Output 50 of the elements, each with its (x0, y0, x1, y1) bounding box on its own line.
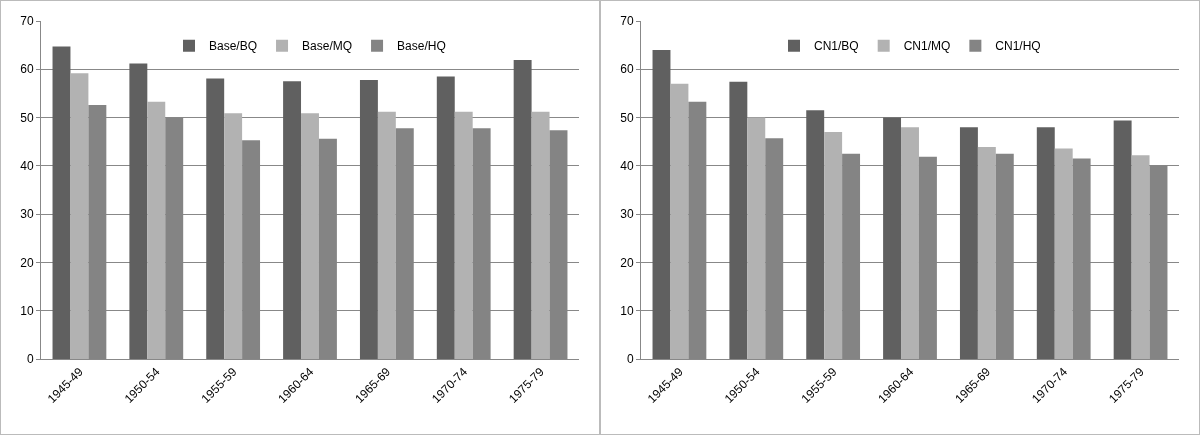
bar (283, 81, 302, 359)
bar (959, 127, 978, 359)
y-tick-label: 60 (620, 62, 634, 77)
legend-label: CN1/BQ (814, 39, 859, 54)
bar (301, 113, 319, 359)
bar (1131, 155, 1150, 359)
bar (1054, 148, 1073, 359)
bar (531, 111, 550, 359)
y-tick-label: 10 (620, 303, 634, 318)
y-tick-label: 20 (620, 255, 634, 270)
bar (454, 111, 473, 359)
bar (977, 147, 996, 359)
y-tick-label: 70 (620, 14, 634, 29)
y-tick-label: 10 (20, 303, 34, 318)
y-tick-label: 30 (20, 207, 34, 222)
y-tick-label: 20 (20, 255, 34, 270)
bar (747, 117, 766, 359)
y-tick-label: 70 (20, 14, 34, 29)
bar (70, 73, 89, 359)
bar (652, 49, 671, 359)
legend-label: Base/BQ (209, 39, 258, 54)
bar (52, 46, 71, 359)
bar (1113, 120, 1132, 359)
bar (206, 78, 225, 359)
bar (1036, 127, 1055, 359)
bar (513, 60, 532, 359)
bar (670, 83, 689, 359)
bar (729, 81, 748, 359)
legend-label: Base/HQ (397, 39, 446, 54)
legend-label: Base/MQ (302, 39, 353, 54)
y-tick-label: 30 (620, 207, 634, 222)
legend-label: CN1/HQ (995, 39, 1041, 54)
y-tick-label: 50 (20, 110, 34, 125)
y-tick-label: 60 (20, 62, 34, 77)
y-tick-label: 40 (20, 159, 34, 174)
legend-label: CN1/MQ (903, 39, 951, 54)
bar (883, 117, 902, 359)
bar (147, 101, 166, 359)
y-tick-label: 0 (26, 352, 34, 367)
bar (377, 111, 396, 359)
bar (129, 63, 148, 359)
bar (436, 76, 455, 359)
y-tick-label: 0 (626, 352, 634, 367)
bar (824, 132, 843, 359)
y-tick-label: 40 (620, 159, 634, 174)
bar (901, 127, 919, 359)
bar (806, 110, 825, 359)
bar (359, 79, 378, 359)
y-tick-label: 50 (620, 110, 634, 125)
bar (224, 113, 243, 359)
